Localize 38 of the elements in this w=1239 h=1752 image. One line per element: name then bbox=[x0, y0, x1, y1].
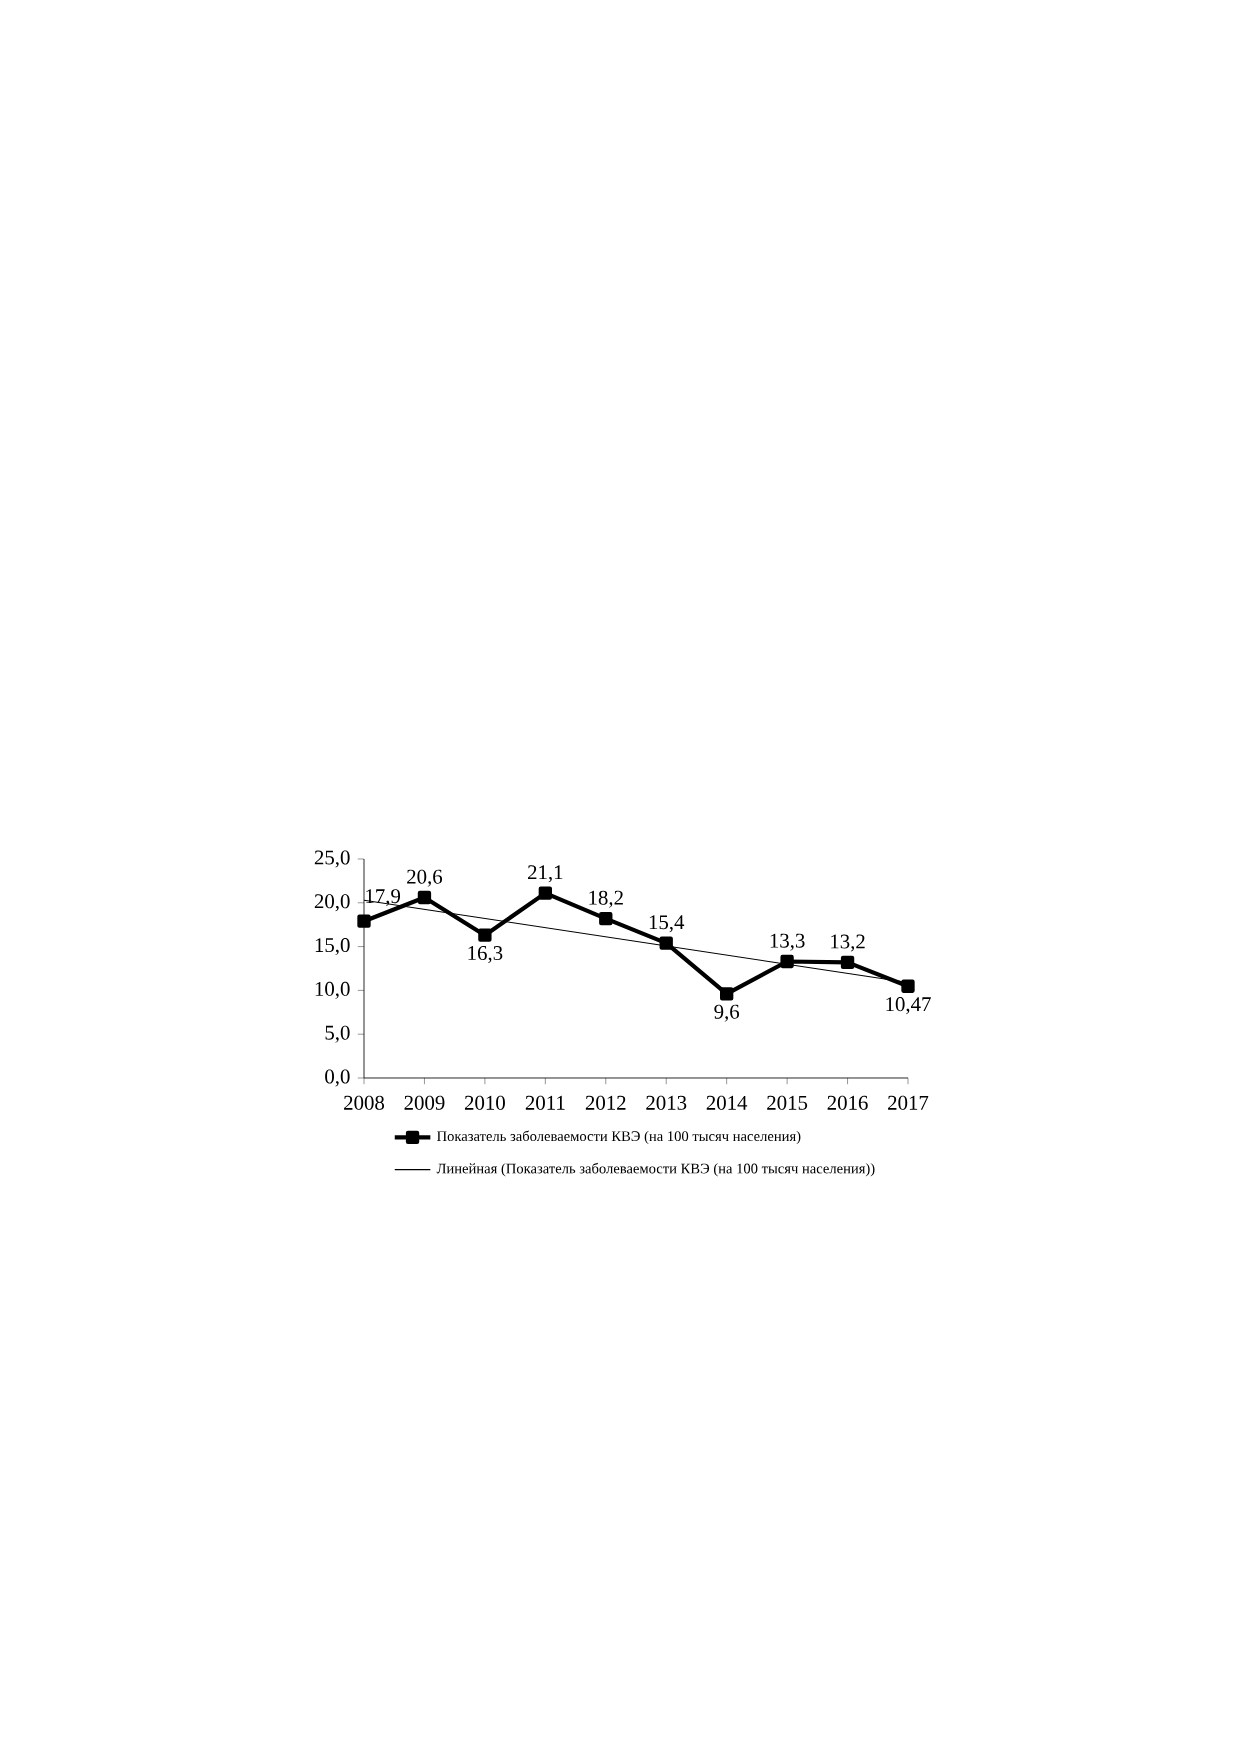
point bbox=[478, 928, 492, 942]
data-label: 20,6 bbox=[407, 869, 443, 887]
y-tick-label: 0,0 bbox=[325, 1069, 350, 1087]
x-tick-label: 2016 bbox=[827, 1095, 868, 1110]
x-tick-label: 2013 bbox=[646, 1095, 687, 1110]
data-label: 18,2 bbox=[589, 890, 623, 908]
point bbox=[538, 886, 553, 900]
x-tick-label: 2009 bbox=[404, 1095, 445, 1110]
point bbox=[780, 954, 794, 969]
x-tick-label: 2012 bbox=[585, 1095, 626, 1110]
x-tick-label: 2008 bbox=[344, 1095, 385, 1110]
legend-label: Линейная (Показатель заболеваемости КВЭ (на 100 тысяч населения)) bbox=[436, 1162, 875, 1177]
point bbox=[720, 987, 734, 1001]
point bbox=[599, 911, 613, 926]
data-label: 13,3 bbox=[770, 933, 805, 951]
point bbox=[417, 890, 432, 905]
y-tick-label: 20,0 bbox=[314, 894, 350, 912]
data-label: 9,6 bbox=[714, 1004, 740, 1022]
y-tick-label: 25,0 bbox=[314, 850, 350, 868]
y-tick-label: 10,0 bbox=[315, 981, 350, 999]
point bbox=[901, 979, 915, 993]
point bbox=[659, 936, 673, 950]
legend-label: Показатель заболеваемости КВЭ (на 100 тысяч населения) bbox=[437, 1130, 801, 1145]
x-tick-label: 2015 bbox=[767, 1095, 808, 1110]
data-label: 16,3 bbox=[468, 946, 503, 964]
x-tick-label: 2017 bbox=[888, 1095, 929, 1110]
x-tick-label: 2011 bbox=[525, 1095, 565, 1110]
point bbox=[357, 914, 371, 928]
data-label: 21,1 bbox=[528, 865, 563, 883]
y-tick-label: 15,0 bbox=[315, 938, 350, 956]
y-tick-label: 5,0 bbox=[325, 1025, 350, 1043]
data-label: 13,2 bbox=[831, 934, 865, 952]
point bbox=[840, 955, 855, 970]
data-label: 17,9 bbox=[366, 889, 401, 907]
x-tick-label: 2010 bbox=[464, 1095, 505, 1110]
data-label: 10,47 bbox=[886, 997, 931, 1015]
x-tick-label: 2014 bbox=[706, 1095, 748, 1110]
data-label: 15,4 bbox=[649, 915, 685, 933]
